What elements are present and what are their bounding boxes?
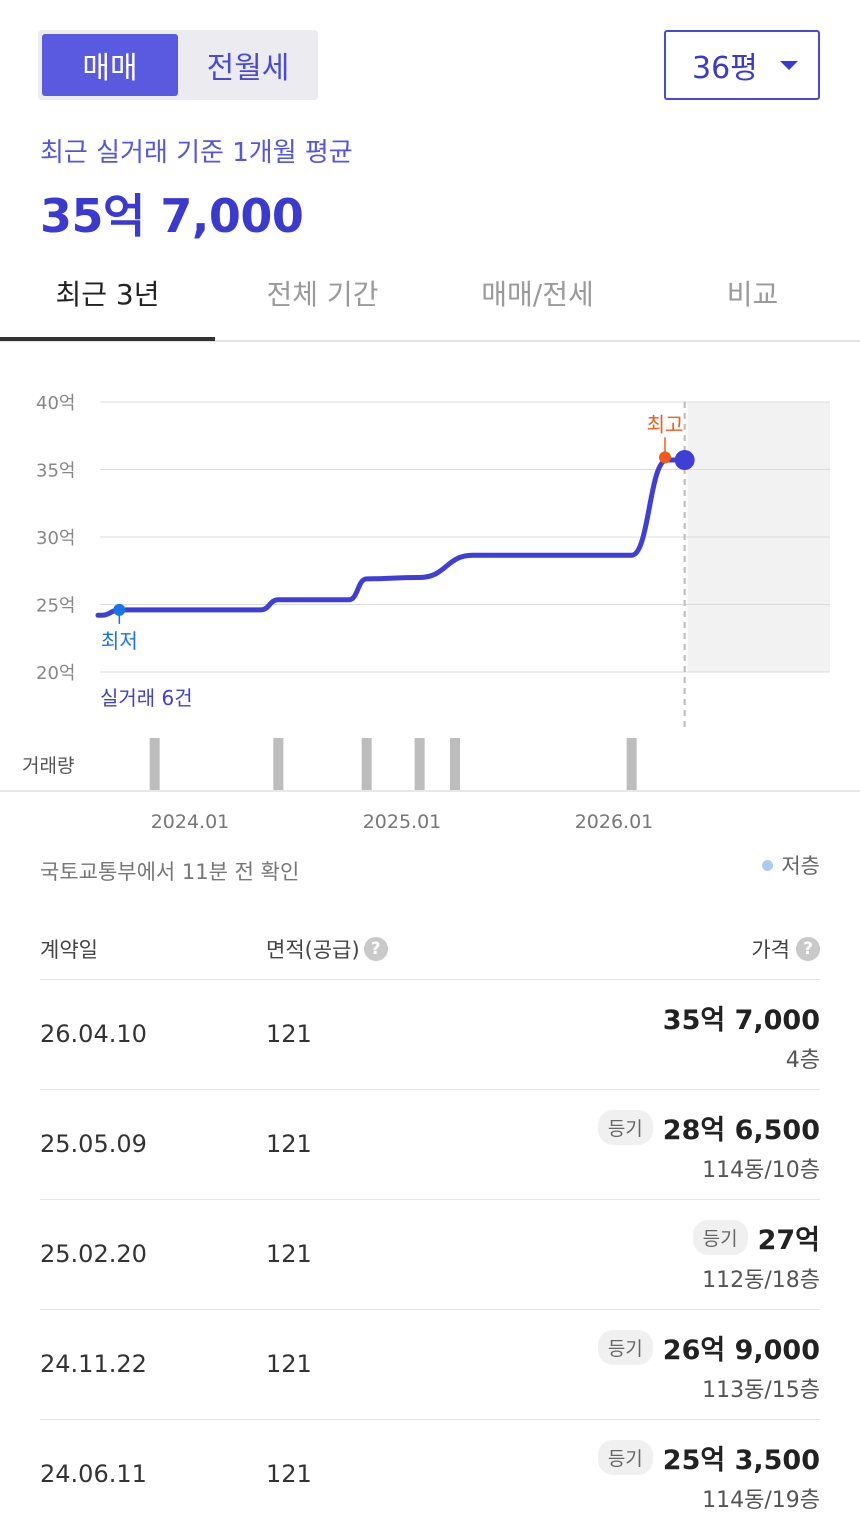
row-date: 25.02.20 [40, 1240, 147, 1268]
registered-badge: 등기 [597, 1110, 653, 1145]
help-icon[interactable]: ? [796, 937, 820, 961]
table-row[interactable]: 25.05.09 121 등기 28억 6,500 114동/10층 [40, 1090, 820, 1200]
table-row[interactable]: 26.04.10 121 35억 7,000 4층 [40, 980, 820, 1090]
tab-all-period[interactable]: 전체 기간 [266, 278, 379, 311]
volume-bar [149, 738, 160, 790]
table-header: 계약일 면적(공급) ? 가격 ? [40, 930, 820, 980]
row-area: 121 [266, 1130, 312, 1158]
deal-type-sale-button[interactable]: 매매 [42, 34, 178, 96]
row-date: 24.11.22 [40, 1350, 147, 1378]
x-tick-label: 2026.01 [575, 811, 654, 833]
header-price-label: 가격 [751, 938, 790, 962]
row-floor: 113동/15층 [702, 1378, 820, 1403]
row-floor: 114동/19층 [702, 1488, 820, 1513]
legend-label: 저층 [781, 854, 820, 878]
header-date: 계약일 [40, 938, 98, 962]
row-price-line: 등기 27억 [692, 1218, 820, 1257]
low-point-label: 최저 [101, 629, 138, 653]
caret-down-icon [780, 61, 798, 70]
row-date: 25.05.09 [40, 1130, 147, 1158]
low-floor-legend-dot [762, 859, 774, 871]
row-floor: 114동/10층 [702, 1158, 820, 1183]
average-price: 35억 7,000 [40, 189, 304, 243]
active-tab-indicator [0, 337, 215, 341]
row-price-line: 등기 26억 9,000 [597, 1328, 820, 1367]
row-area: 121 [266, 1460, 312, 1488]
registered-badge: 등기 [597, 1440, 653, 1475]
table-row[interactable]: 24.11.22 121 등기 26억 9,000 113동/15층 [40, 1310, 820, 1420]
row-price: 25억 3,500 [662, 1445, 820, 1476]
table-row[interactable]: 24.06.11 121 등기 25억 3,500 114동/19층 [40, 1420, 820, 1530]
legend: 저층 [762, 850, 820, 880]
trade-count-label: 실거래 6건 [100, 686, 193, 710]
row-date: 24.06.11 [40, 1460, 147, 1488]
y-tick-label: 40억 [36, 393, 75, 414]
y-tick-label: 30억 [36, 528, 75, 549]
row-price-line: 등기 28억 6,500 [597, 1108, 820, 1147]
volume-bar [414, 738, 425, 790]
volume-bar [273, 738, 284, 790]
row-price: 28억 6,500 [662, 1115, 820, 1146]
volume-bar [626, 738, 637, 790]
price-line-series [95, 457, 688, 618]
x-tick-label: 2025.01 [363, 811, 442, 833]
help-icon[interactable]: ? [363, 937, 388, 961]
header-area-label: 면적(공급) [266, 938, 360, 962]
deal-type-rent-button[interactable]: 전월세 [206, 51, 290, 86]
row-price: 35억 7,000 [662, 1005, 820, 1036]
source-note: 국토교통부에서 11분 전 확인 [40, 860, 300, 884]
row-area: 121 [266, 1020, 312, 1048]
row-date: 26.04.10 [40, 1020, 147, 1048]
tab-sale-jeonse[interactable]: 매매/전세 [481, 278, 594, 311]
registered-badge: 등기 [692, 1220, 748, 1255]
size-select[interactable]: 36평 [664, 30, 820, 100]
row-price-line: 35억 7,000 [663, 998, 820, 1037]
volume-bar [450, 738, 460, 790]
average-label: 최근 실거래 기준 1개월 평균 [40, 138, 353, 168]
table-row[interactable]: 25.02.20 121 등기 27억 112동/18층 [40, 1200, 820, 1310]
current-point-marker [674, 450, 695, 471]
row-price: 26억 9,000 [662, 1335, 820, 1366]
header-area: 면적(공급) ? [266, 934, 388, 964]
volume-bar [361, 738, 372, 790]
y-tick-label: 35억 [36, 461, 75, 482]
high-point-label: 최고 [647, 412, 684, 436]
tab-compare[interactable]: 비교 [726, 278, 779, 311]
period-tabs: 최근 3년 전체 기간 매매/전세 비교 [0, 258, 860, 342]
x-tick-label: 2024.01 [151, 811, 230, 833]
row-price-line: 등기 25억 3,500 [597, 1438, 820, 1477]
y-tick-label: 20억 [36, 663, 75, 684]
deal-type-toggle: 매매 전월세 [38, 30, 318, 100]
high-point-marker [659, 451, 671, 464]
size-select-value: 36평 [692, 51, 758, 86]
row-price: 27억 [757, 1225, 820, 1256]
row-area: 121 [266, 1350, 312, 1378]
row-floor: 4층 [785, 1048, 820, 1073]
tab-recent-3-years[interactable]: 최근 3년 [55, 278, 160, 311]
registered-badge: 등기 [597, 1330, 653, 1365]
row-floor: 112동/18층 [702, 1268, 820, 1293]
header-price: 가격 ? [751, 934, 820, 964]
row-area: 121 [266, 1240, 312, 1268]
volume-label: 거래량 [22, 755, 74, 777]
y-tick-label: 25억 [36, 596, 75, 617]
